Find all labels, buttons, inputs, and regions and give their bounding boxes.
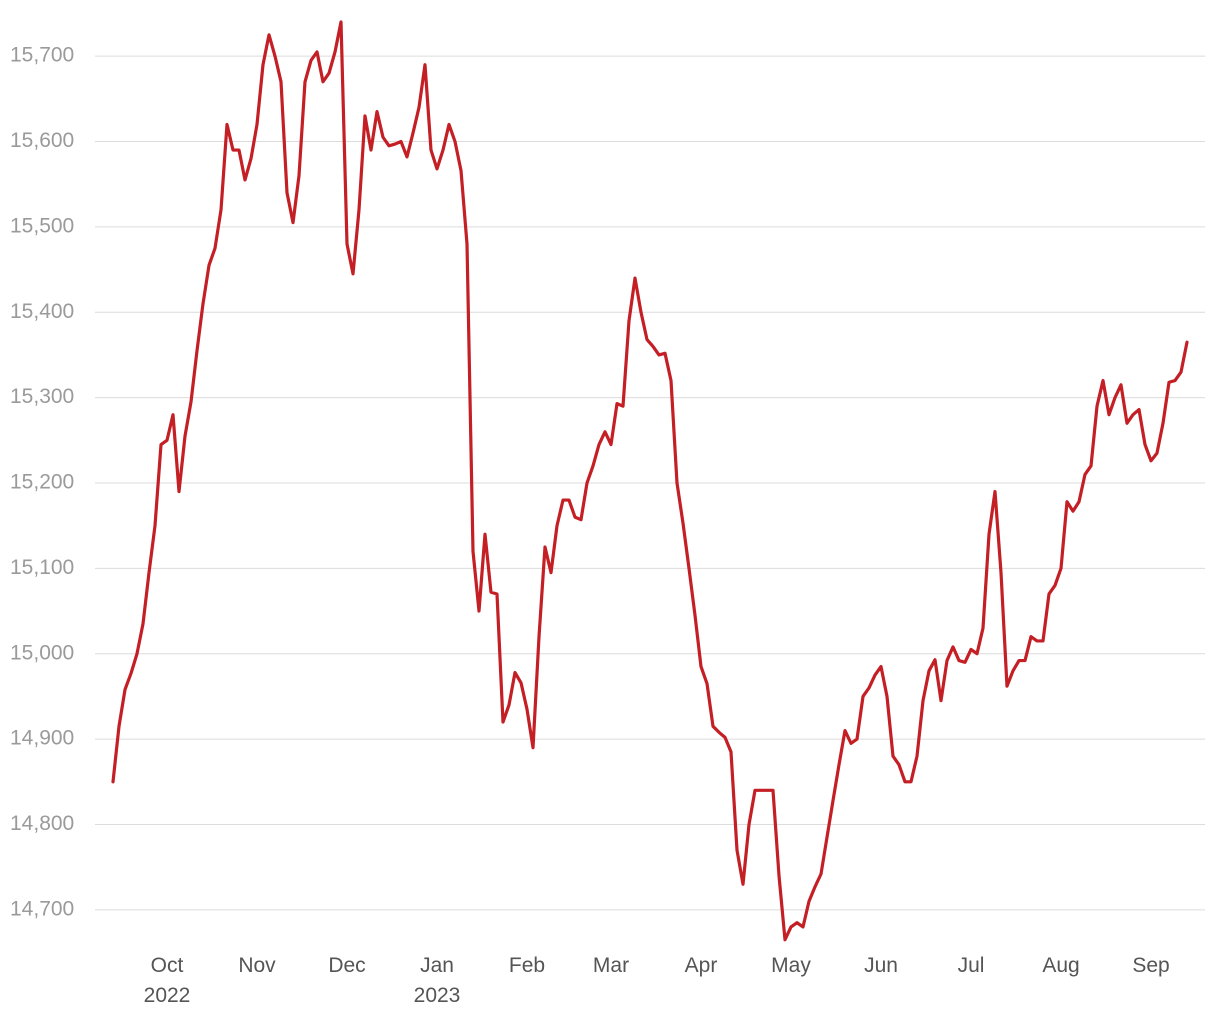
- x-tick-label: Apr: [685, 954, 718, 977]
- y-tick-label: 14,800: [10, 812, 74, 835]
- x-tick-label: Jul: [958, 954, 985, 977]
- x-tick-label: Mar: [593, 954, 629, 977]
- x-tick-label: Sep: [1132, 954, 1169, 977]
- y-tick-label: 15,500: [10, 214, 74, 237]
- price-line: [111, 20, 1189, 942]
- y-tick-label: 15,400: [10, 300, 74, 323]
- y-tick-label: 14,900: [10, 727, 74, 750]
- x-tick-label: Oct 2022: [144, 954, 191, 1007]
- x-tick-label: Jun: [864, 954, 898, 977]
- x-tick-label: Nov: [238, 954, 276, 977]
- x-tick-label: Dec: [328, 954, 365, 977]
- y-tick-label: 15,200: [10, 471, 74, 494]
- y-tick-label: 15,300: [10, 385, 74, 408]
- y-tick-label: 14,700: [10, 897, 74, 920]
- x-tick-label: Aug: [1042, 954, 1079, 977]
- y-tick-label: 15,600: [10, 129, 74, 152]
- y-tick-label: 15,000: [10, 641, 74, 664]
- x-tick-label: Feb: [509, 954, 545, 977]
- x-tick-label: Jan 2023: [414, 954, 461, 1007]
- y-tick-label: 15,100: [10, 556, 74, 579]
- y-tick-label: 15,700: [10, 44, 74, 67]
- x-tick-label: May: [771, 954, 811, 977]
